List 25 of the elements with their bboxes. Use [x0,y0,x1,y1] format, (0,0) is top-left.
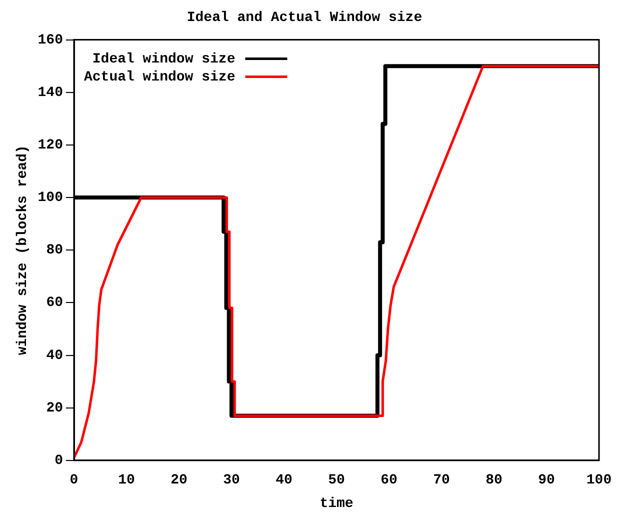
x-tick-label: 100 [586,472,612,488]
legend-label: Actual window size [84,69,236,86]
y-tick-label: 80 [46,242,64,259]
y-axis-title: window size (blocks read) [14,145,31,356]
chart-title: Ideal and Actual Window size [186,10,422,26]
x-tick-label: 80 [486,472,502,488]
x-tick-label: 40 [276,472,292,488]
x-tick-label: 10 [118,472,135,488]
y-tick-label: 160 [38,32,64,48]
y-tick-label: 60 [46,295,64,312]
legend-label: Ideal window size [92,51,236,68]
y-tick-label: 120 [38,137,64,154]
x-tick-label: 20 [170,472,188,488]
y-tick-label: 0 [54,452,64,469]
x-tick-label: 50 [328,472,345,488]
x-axis-title: time [320,496,354,512]
x-tick-label: 30 [223,472,240,488]
x-tick-label: 60 [380,472,398,488]
x-tick-label: 0 [70,472,78,488]
y-tick-label: 140 [38,84,64,101]
y-tick-label: 100 [38,190,64,206]
x-tick-label: 90 [538,472,555,488]
y-tick-label: 40 [46,348,64,364]
x-tick-label: 70 [433,472,450,488]
y-tick-label: 20 [46,400,64,416]
